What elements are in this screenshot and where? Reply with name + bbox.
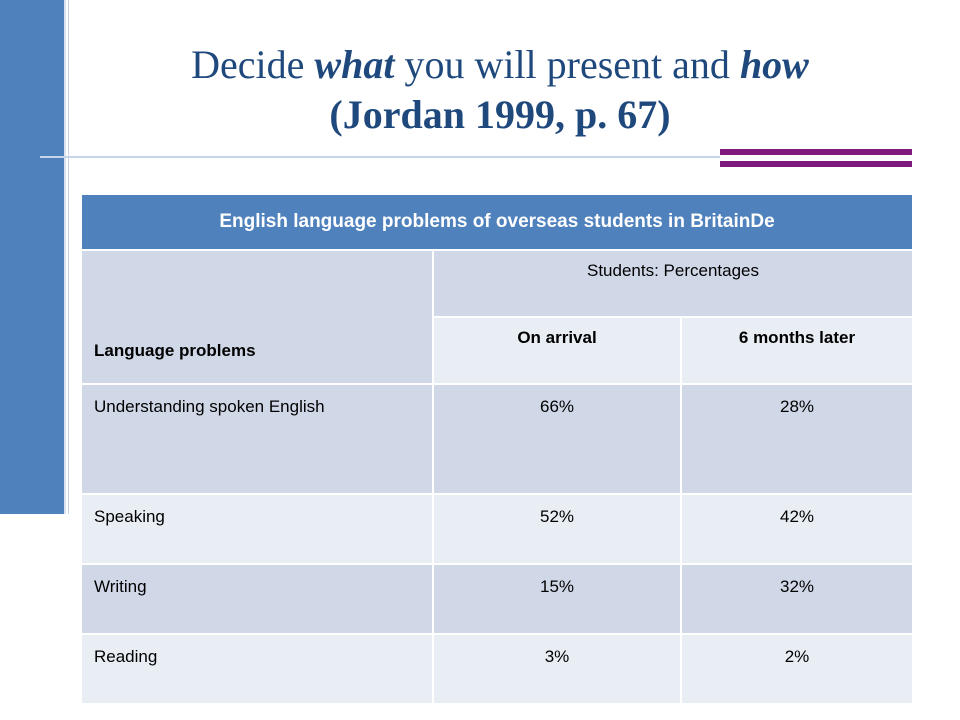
slide-title: Decide what you will present and how (Jo… bbox=[100, 40, 900, 140]
column-header-six-months-later: 6 months later bbox=[680, 316, 914, 385]
cell-on-arrival: 66% bbox=[432, 383, 682, 495]
cell-on-arrival: 52% bbox=[432, 493, 682, 565]
table-row: Speaking 52% 42% bbox=[80, 493, 914, 565]
cell-problem: Speaking bbox=[80, 493, 434, 565]
column-header-on-arrival: On arrival bbox=[432, 316, 682, 385]
table-caption: English language problems of overseas st… bbox=[80, 193, 914, 251]
title-text-how: how bbox=[739, 42, 809, 87]
cell-six-months: 42% bbox=[680, 493, 914, 565]
column-group-header-percentages: Students: Percentages bbox=[432, 249, 914, 318]
column-header-language-problems: Language problems bbox=[80, 249, 434, 385]
table-subheader-row: On arrival 6 months later bbox=[81, 316, 914, 385]
language-problems-table: English language problems of overseas st… bbox=[80, 193, 914, 705]
cell-six-months: 2% bbox=[680, 633, 914, 705]
table-row: Understanding spoken English 66% 28% bbox=[80, 383, 914, 495]
cell-problem: Reading bbox=[80, 633, 434, 705]
cell-on-arrival: 3% bbox=[432, 633, 682, 705]
table-row: Reading 3% 2% bbox=[80, 633, 914, 705]
title-text-middle: you will present and bbox=[394, 42, 740, 87]
slide-title-line1: Decide what you will present and how bbox=[100, 40, 900, 90]
table-row: Writing 15% 32% bbox=[80, 563, 914, 635]
cell-problem: Understanding spoken English bbox=[80, 383, 434, 495]
cell-on-arrival: 15% bbox=[432, 563, 682, 635]
title-text-what: what bbox=[314, 42, 395, 87]
title-accent-stripe-bottom bbox=[720, 161, 912, 167]
cell-six-months: 32% bbox=[680, 563, 914, 635]
data-table-container: English language problems of overseas st… bbox=[80, 193, 914, 705]
slide-title-line2: (Jordan 1999, p. 67) bbox=[329, 92, 671, 137]
table-caption-row: English language problems of overseas st… bbox=[80, 193, 914, 251]
title-accent-stripe-top bbox=[720, 149, 912, 155]
cell-six-months: 28% bbox=[680, 383, 914, 495]
table-header-row: Language problems Students: Percentages bbox=[80, 249, 914, 385]
cell-problem: Writing bbox=[80, 563, 434, 635]
title-divider-line bbox=[40, 156, 720, 158]
title-text-decide: Decide bbox=[191, 42, 315, 87]
left-accent-bar bbox=[0, 0, 66, 514]
